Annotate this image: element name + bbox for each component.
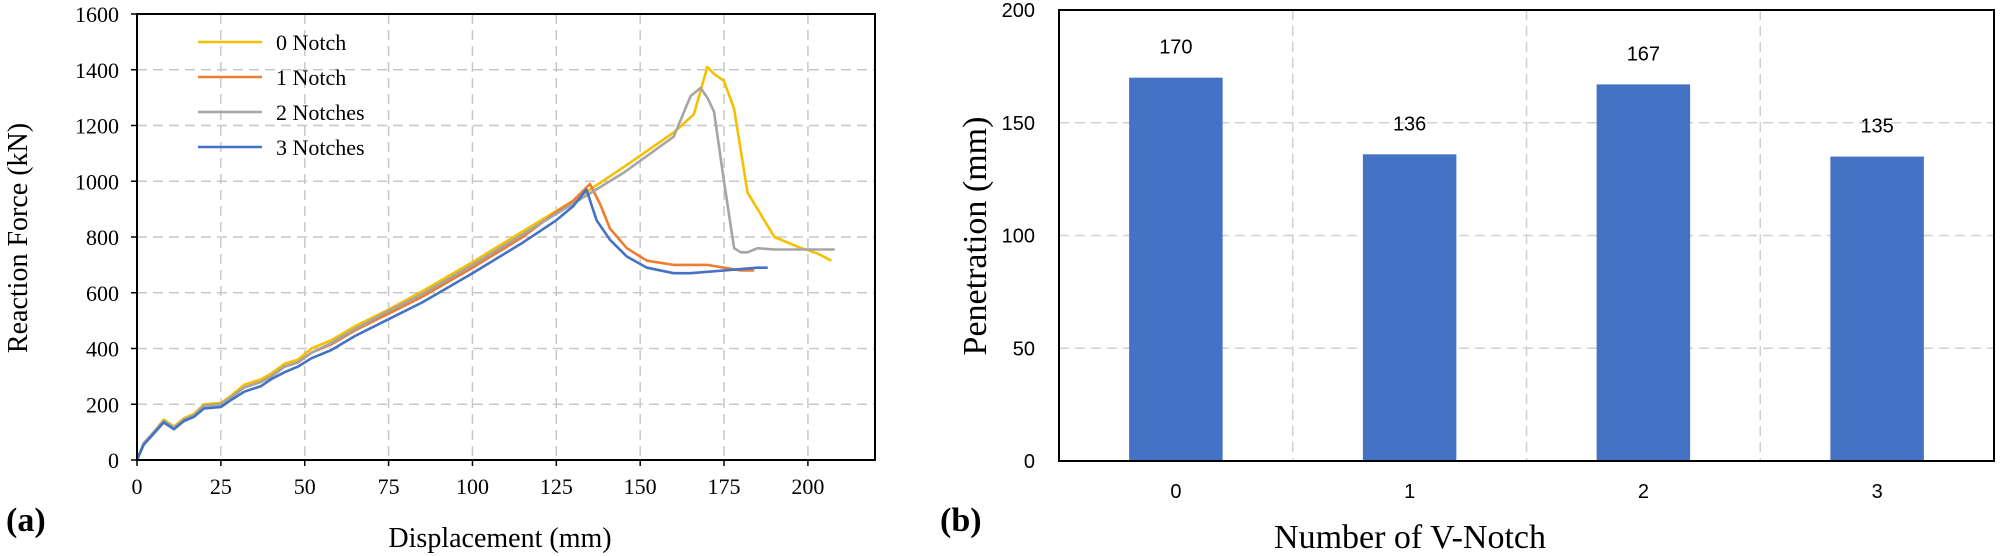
- legend-label: 1 Notch: [276, 65, 346, 90]
- bar: [1596, 84, 1691, 461]
- legend-label: 3 Notches: [276, 135, 365, 160]
- x-tick-label: 125: [540, 474, 573, 499]
- panel-label-a: (a): [6, 502, 46, 539]
- x-tick-label: 200: [791, 474, 824, 499]
- x-tick-label: 1: [1404, 481, 1415, 503]
- x-tick-label: 150: [624, 474, 657, 499]
- y-tick-label: 50: [1013, 338, 1035, 360]
- y-tick-label: 1000: [75, 169, 119, 194]
- bar-data-label: 170: [1159, 37, 1192, 59]
- bar: [1830, 156, 1924, 461]
- bar-data-label: 167: [1627, 43, 1660, 65]
- panel-label-b: (b): [940, 502, 982, 539]
- y-tick-label: 200: [1002, 0, 1035, 22]
- legend-label: 0 Notch: [276, 30, 346, 55]
- y-tick-label: 600: [86, 281, 119, 306]
- x-tick-label: 100: [456, 474, 489, 499]
- x-tick-label: 75: [378, 474, 400, 499]
- y-tick-label: 0: [108, 448, 119, 473]
- series-line-3: [135, 188, 768, 461]
- series-line-1: [135, 182, 755, 461]
- chart-b-grid: [1059, 10, 1994, 461]
- chart-b-bars: 170 136 167 135: [1129, 37, 1924, 462]
- y-tick-label: 150: [1002, 113, 1035, 135]
- legend-label: 2 Notches: [276, 100, 365, 125]
- chart-b-ylabel: Penetration (mm): [957, 117, 994, 356]
- chart-a-grid: [137, 14, 875, 460]
- chart-a-ticks: 0 25 50 75 100 125 150 175 200 0 200 400 600 800 1000 1…: [75, 2, 824, 499]
- x-tick-label: 3: [1872, 481, 1883, 503]
- bar-data-label: 136: [1393, 113, 1426, 135]
- x-tick-label: 25: [210, 474, 232, 499]
- chart-a-ylabel: Reaction Force (kN): [3, 123, 34, 353]
- y-tick-label: 200: [86, 392, 119, 417]
- y-tick-label: 1400: [75, 58, 119, 83]
- chart-a-legend: 0 Notch 1 Notch 2 Notches 3 Notches: [198, 30, 365, 160]
- y-tick-label: 1200: [75, 114, 119, 139]
- x-tick-label: 2: [1638, 481, 1649, 503]
- x-tick-label: 0: [132, 474, 143, 499]
- y-tick-label: 100: [1002, 226, 1035, 248]
- chart-b-xlabel: Number of V-Notch: [1274, 519, 1546, 556]
- chart-b-frame: [1058, 9, 1995, 462]
- bar: [1129, 77, 1223, 462]
- y-tick-label: 800: [86, 225, 119, 250]
- y-tick-label: 0: [1024, 451, 1035, 473]
- x-tick-label: 175: [708, 474, 741, 499]
- chart-a-xlabel: Displacement (mm): [388, 523, 611, 554]
- chart-a-lines: [135, 65, 835, 461]
- x-tick-label: 0: [1170, 481, 1181, 503]
- bar-data-label: 135: [1860, 116, 1893, 138]
- plot-frame: [1058, 9, 1995, 462]
- x-tick-label: 50: [294, 474, 316, 499]
- chart-b-ticks: 0 50 100 150 200 0 1 2 3: [1002, 0, 1883, 503]
- bar: [1362, 154, 1457, 461]
- y-tick-label: 400: [86, 337, 119, 362]
- y-tick-label: 1600: [75, 2, 119, 27]
